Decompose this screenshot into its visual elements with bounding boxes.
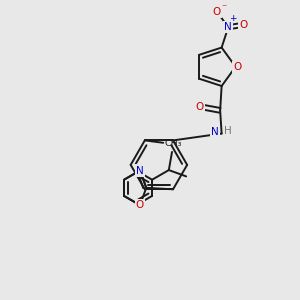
Text: O: O [240,20,248,30]
Text: H: H [224,126,232,136]
Text: O: O [213,7,221,17]
Text: ⁻: ⁻ [221,3,226,13]
Text: CH₃: CH₃ [165,139,182,148]
Text: O: O [136,200,144,210]
Text: O: O [195,102,203,112]
Text: N: N [136,166,144,176]
Text: N: N [211,127,219,137]
Text: O: O [234,62,242,72]
Text: N: N [224,22,232,32]
Text: +: + [229,14,237,23]
